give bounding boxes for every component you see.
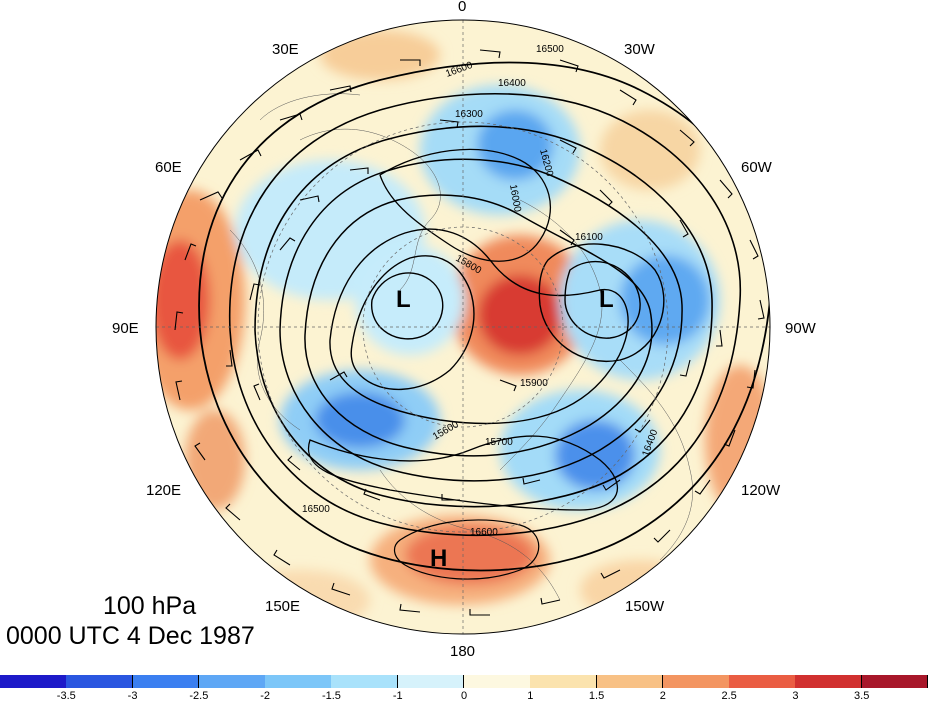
wind-barbs	[174, 49, 765, 616]
contour-label: 16400	[498, 78, 526, 89]
contour-label: 16600	[470, 527, 498, 538]
longitude-label-90e: 90E	[112, 320, 139, 337]
longitude-label-120w: 120W	[741, 482, 781, 499]
colorbar-tick-label: -1	[392, 690, 403, 702]
colorbar: -3.5 -3 -2.5 -2 -1.5 -1 0 1 1.5 2 2.5 3 3.5	[0, 675, 928, 702]
longitude-label-150e: 150E	[265, 598, 301, 615]
longitude-label-60w: 60W	[741, 159, 772, 176]
colorbar-segment	[265, 675, 332, 688]
colorbar-tick-label: -2	[260, 690, 271, 702]
low-pressure-symbol: L	[599, 286, 614, 313]
colorbar-tick-label: -2.5	[189, 690, 209, 702]
level-caption: 100 hPa	[103, 592, 197, 620]
colorbar-segment	[132, 675, 200, 688]
contour-label: 16500	[302, 504, 330, 515]
colorbar-segment	[729, 675, 796, 688]
contour-label: 15700	[485, 437, 513, 448]
colorbar-tick-label: -3.5	[56, 690, 76, 702]
colorbar-tick-label: 2	[659, 690, 666, 702]
contour-label: 16300	[455, 109, 483, 120]
longitude-label-150w: 150W	[625, 598, 665, 615]
contour-label: 16000	[507, 184, 523, 214]
polar-stereographic-map: 16500 16600 16400 16300 16200 16100 1600…	[155, 19, 771, 635]
anomaly-shading	[156, 30, 770, 630]
longitude-label-60e: 60E	[155, 159, 182, 176]
colorbar-segment	[0, 675, 67, 688]
longitude-label-120e: 120E	[146, 482, 182, 499]
longitude-label-90w: 90W	[785, 320, 816, 337]
time-caption: 0000 UTC 4 Dec 1987	[6, 622, 255, 650]
colorbar-tick-label: 3	[792, 690, 799, 702]
colorbar-tick-label: 0	[460, 690, 468, 702]
longitude-label-30w: 30W	[624, 41, 655, 58]
colorbar-segment	[662, 675, 730, 688]
height-contours	[198, 61, 770, 580]
colorbar-segment	[397, 675, 465, 688]
contour-label: 15900	[520, 378, 548, 389]
colorbar-segment	[795, 675, 863, 688]
colorbar-segment	[464, 675, 531, 688]
colorbar-tick-label: -3	[127, 690, 138, 702]
colorbar-segment	[596, 675, 664, 688]
graticule	[156, 20, 770, 634]
colorbar-segment	[861, 675, 928, 688]
colorbar-tick-label: -1.5	[321, 690, 341, 702]
colorbar-segment	[66, 675, 134, 688]
colorbar-tick-label: 1	[527, 690, 534, 702]
longitude-label-30e: 30E	[272, 41, 299, 58]
colorbar-segment	[331, 675, 399, 688]
map-border	[155, 19, 771, 635]
colorbar-tick-label: 2.5	[721, 690, 737, 702]
contour-label: 16500	[536, 44, 564, 55]
colorbar-segment	[530, 675, 598, 688]
colorbar-tick-label: 3.5	[854, 690, 870, 702]
pressure-centers: L L H	[396, 286, 614, 572]
longitude-label-0: 0	[458, 0, 467, 15]
contour-label: 16100	[575, 232, 603, 243]
colorbar-tick-label: 1.5	[588, 690, 605, 702]
low-pressure-symbol: L	[396, 286, 411, 313]
colorbar-segment	[198, 675, 266, 688]
longitude-label-180: 180	[450, 643, 476, 660]
high-pressure-symbol: H	[430, 545, 447, 572]
